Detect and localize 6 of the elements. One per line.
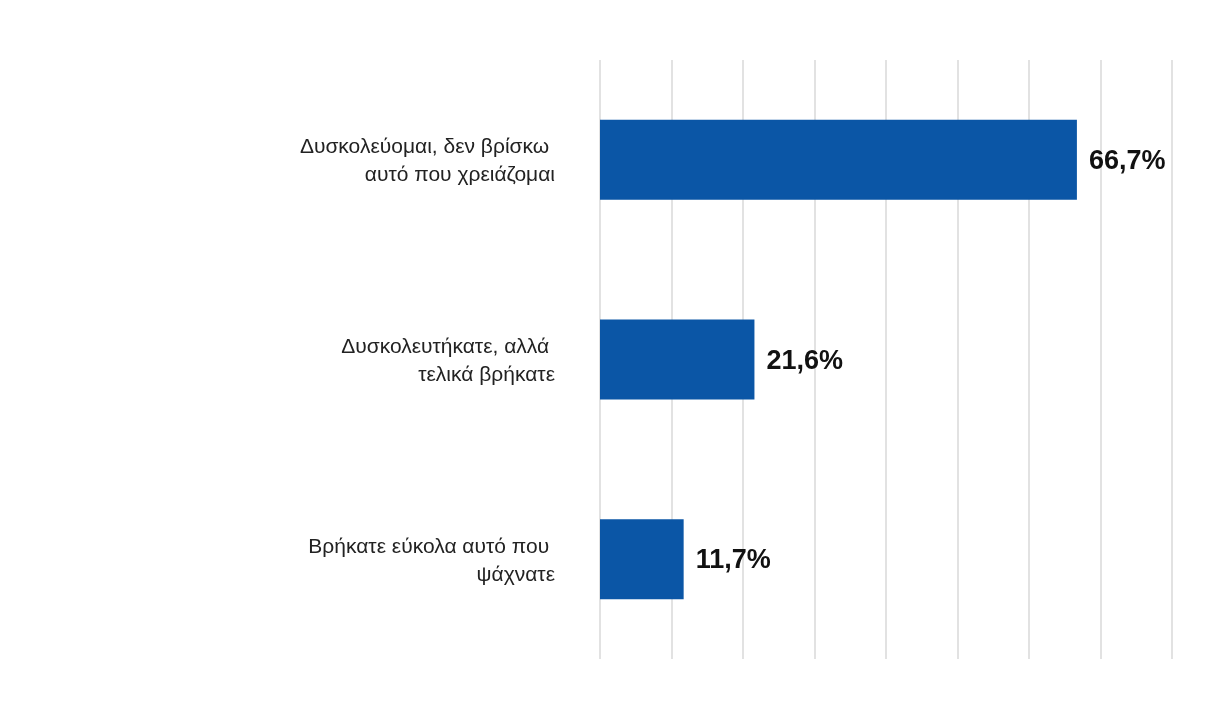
data-label: 11,7%: [695, 544, 771, 575]
y-tick-label: Δυσκολεύομαι, δεν βρίσκω αυτό που χρειάζομαι: [299, 134, 556, 186]
y-tick-label: Δυσκολευτήκατε, αλλά τελικά βρήκατε: [341, 334, 555, 385]
y-tick-label: Βρήκατε εύκολα αυτό που ψάχνατε: [308, 533, 555, 585]
data-label: 21,6%: [766, 344, 843, 375]
data-label: 66,7%: [1088, 144, 1166, 175]
